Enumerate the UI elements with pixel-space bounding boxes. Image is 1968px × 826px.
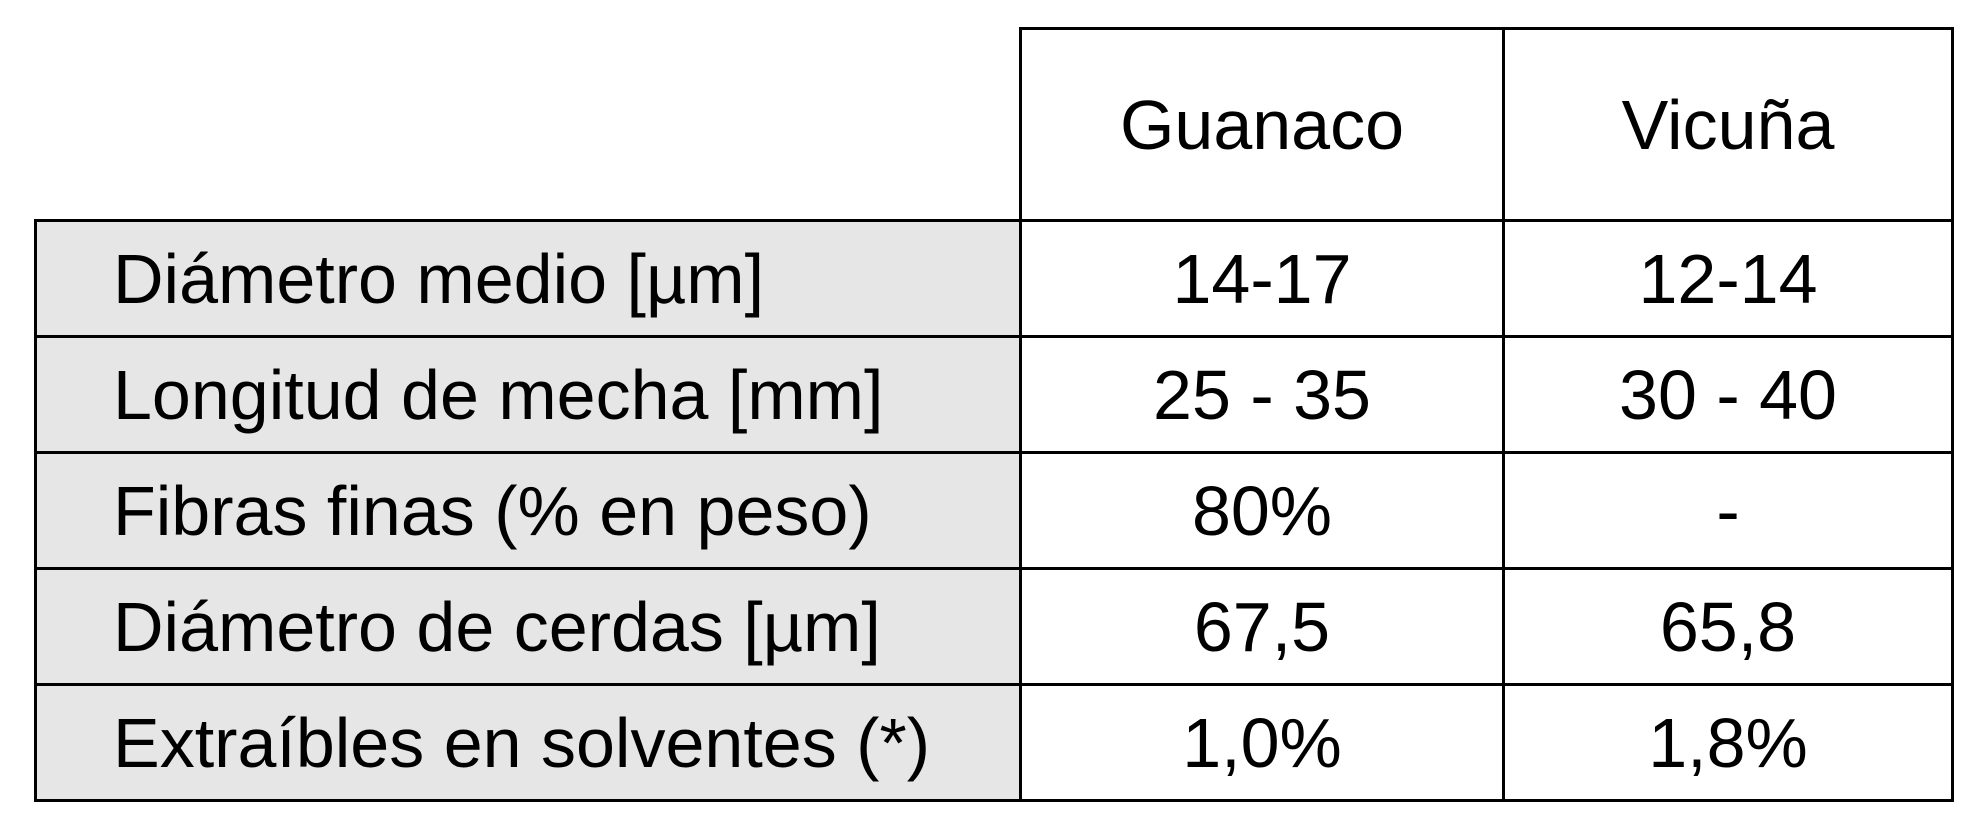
table-header: Guanaco Vicuña bbox=[36, 27, 1954, 222]
header-row: Guanaco Vicuña bbox=[36, 27, 1954, 222]
column-header-vicuna: Vicuña bbox=[1502, 27, 1954, 222]
row-label-longitud-de-mecha: Longitud de mecha [mm] bbox=[34, 335, 1022, 454]
table-row: Longitud de mecha [mm] 25 - 35 30 - 40 bbox=[34, 335, 1954, 454]
column-header-guanaco: Guanaco bbox=[1019, 27, 1505, 222]
table-body: Diámetro medio [µm] 14-17 12-14 Longitud… bbox=[34, 219, 1954, 802]
cell-longitud-de-mecha-vicuna: 30 - 40 bbox=[1502, 335, 1954, 454]
table-row: Fibras finas (% en peso) 80% - bbox=[34, 451, 1954, 570]
cell-fibras-finas-guanaco: 80% bbox=[1019, 451, 1505, 570]
row-label-fibras-finas: Fibras finas (% en peso) bbox=[34, 451, 1022, 570]
cell-extraibles-en-solventes-guanaco: 1,0% bbox=[1019, 683, 1505, 802]
fiber-comparison-table: Guanaco Vicuña Diámetro medio [µm] 14-17… bbox=[34, 27, 1954, 802]
table-row: Diámetro medio [µm] 14-17 12-14 bbox=[34, 219, 1954, 338]
cell-diametro-medio-guanaco: 14-17 bbox=[1019, 219, 1505, 338]
cell-diametro-medio-vicuna: 12-14 bbox=[1502, 219, 1954, 338]
cell-extraibles-en-solventes-vicuna: 1,8% bbox=[1502, 683, 1954, 802]
cell-fibras-finas-vicuna: - bbox=[1502, 451, 1954, 570]
cell-diametro-de-cerdas-guanaco: 67,5 bbox=[1019, 567, 1505, 686]
row-label-diametro-de-cerdas: Diámetro de cerdas [µm] bbox=[34, 567, 1022, 686]
cell-diametro-de-cerdas-vicuna: 65,8 bbox=[1502, 567, 1954, 686]
row-label-extraibles-en-solventes: Extraíbles en solventes (*) bbox=[34, 683, 1022, 802]
row-label-diametro-medio: Diámetro medio [µm] bbox=[34, 219, 1022, 338]
empty-corner-cell bbox=[36, 29, 1021, 221]
table-row: Diámetro de cerdas [µm] 67,5 65,8 bbox=[34, 567, 1954, 686]
table-row: Extraíbles en solventes (*) 1,0% 1,8% bbox=[34, 683, 1954, 802]
cell-longitud-de-mecha-guanaco: 25 - 35 bbox=[1019, 335, 1505, 454]
